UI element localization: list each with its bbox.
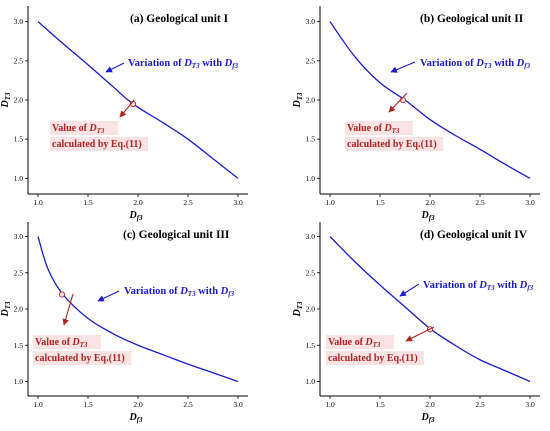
x-tick-label: 1.0	[325, 400, 335, 409]
x-tick-label: 1.0	[33, 400, 43, 409]
chart-panel-3: 1.0 1.5 2.0 2.5 3.0 1.0 1.5 2.0 2.5 3.0 Df3 DT3 (c) …	[0, 222, 248, 424]
x-axis-label: Df3	[420, 412, 435, 424]
x-axis-label: Df3	[420, 210, 435, 222]
y-tick-label: 2.0	[14, 305, 24, 314]
x-tick-label: 1.5	[375, 198, 385, 207]
x-tick-label: 2.5	[475, 400, 485, 409]
value-label-line2: calculated by Eq.(11)	[347, 139, 437, 150]
chart-panel-2: 1.0 1.5 2.0 2.5 3.0 1.0 1.5 2.0 2.5 3.0 Df3 DT3 (b) …	[292, 6, 540, 222]
chart-title: (c) Geological unit III	[123, 229, 230, 241]
series-line	[37, 21, 239, 179]
value-label-bg	[326, 335, 394, 349]
y-tick-label: 1.5	[306, 135, 316, 144]
variation-label: Variation of DT3 with Df3	[423, 280, 534, 292]
value-label-bg	[33, 351, 131, 365]
value-arrow	[388, 92, 408, 113]
y-tick-label: 1.0	[14, 174, 24, 183]
variation-arrow	[97, 290, 120, 302]
x-tick-label: 2.5	[475, 198, 485, 207]
y-tick-label: 1.5	[306, 341, 316, 350]
value-label-line1: Value of DT3	[35, 337, 88, 349]
value-label-line1: Value of DT3	[347, 123, 400, 135]
x-tick-label: 3.0	[233, 400, 243, 409]
value-label-line2: calculated by Eq.(11)	[52, 139, 142, 150]
x-axis-label: Df3	[128, 412, 143, 424]
y-tick-label: 2.5	[14, 268, 24, 277]
y-tick-label: 2.0	[14, 96, 24, 105]
value-label-line1: Value of DT3	[52, 123, 105, 135]
series-line	[37, 236, 239, 383]
variation-label: Variation of DT3 with Df3	[420, 58, 531, 70]
value-arrow	[119, 99, 135, 118]
highlight-point	[399, 96, 407, 104]
y-tick-label: 3.0	[14, 232, 24, 241]
x-tick-label: 3.0	[233, 198, 243, 207]
variation-arrow	[105, 62, 125, 73]
x-tick-label: 2.0	[133, 400, 143, 409]
x-tick-label: 1.0	[325, 198, 335, 207]
y-tick-label: 2.5	[306, 56, 316, 65]
value-label-line2: calculated by Eq.(11)	[328, 353, 418, 364]
y-axis-label: DT3	[292, 92, 304, 109]
y-tick-label: 1.5	[14, 135, 24, 144]
chart-panel-1: 1.0 1.5 2.0 2.5 3.0 1.0 1.5 2.0 2.5 3.0 Df3 DT3 (a) …	[0, 6, 248, 222]
value-label-bg	[50, 121, 118, 135]
y-tick-label: 1.0	[306, 174, 316, 183]
y-tick-label: 2.5	[306, 268, 316, 277]
highlight-point	[58, 291, 66, 298]
variation-arrow	[399, 283, 420, 297]
y-tick-label: 3.0	[306, 17, 316, 26]
y-tick-label: 2.5	[14, 56, 24, 65]
value-label-line2: calculated by Eq.(11)	[35, 353, 125, 364]
variation-arrow	[390, 61, 416, 73]
chart-title: (d) Geological unit IV	[420, 229, 528, 241]
x-tick-label: 1.5	[83, 400, 93, 409]
chart-title: (b) Geological unit II	[420, 13, 524, 25]
value-arrow	[62, 293, 74, 326]
y-tick-label: 2.0	[306, 305, 316, 314]
x-tick-label: 2.0	[425, 198, 435, 207]
x-axis-label: Df3	[128, 210, 143, 222]
variation-label: Variation of DT3 with Df3	[128, 58, 239, 70]
series-line	[329, 21, 531, 179]
y-tick-label: 1.0	[14, 377, 24, 386]
variation-label: Variation of DT3 with Df3	[124, 286, 235, 298]
chart-panel-4: 1.0 1.5 2.0 2.5 3.0 1.0 1.5 2.0 2.5 3.0 Df3 DT3 (d) …	[292, 222, 540, 424]
value-label-bg	[50, 137, 148, 151]
x-tick-label: 1.5	[83, 198, 93, 207]
value-label-bg	[326, 351, 424, 365]
x-tick-label: 2.5	[183, 198, 193, 207]
value-label-line1: Value of DT3	[328, 337, 381, 349]
value-label-bg	[345, 137, 443, 151]
x-tick-label: 3.0	[525, 198, 535, 207]
y-tick-label: 3.0	[14, 17, 24, 26]
y-tick-label: 1.0	[306, 377, 316, 386]
x-tick-label: 2.5	[183, 400, 193, 409]
y-tick-label: 3.0	[306, 232, 316, 241]
chart-title: (a) Geological unit I	[130, 13, 229, 25]
x-tick-label: 1.5	[375, 400, 385, 409]
y-tick-label: 1.5	[14, 341, 24, 350]
value-arrow	[405, 326, 435, 342]
x-tick-label: 2.0	[133, 198, 143, 207]
y-axis-label: DT3	[0, 92, 12, 109]
y-tick-label: 2.0	[306, 96, 316, 105]
value-label-bg	[33, 335, 101, 349]
x-tick-label: 1.0	[33, 198, 43, 207]
y-axis-label: DT3	[292, 301, 304, 318]
y-axis-label: DT3	[0, 301, 12, 318]
x-tick-label: 3.0	[525, 400, 535, 409]
x-tick-label: 2.0	[425, 400, 435, 409]
value-label-bg	[345, 121, 413, 135]
